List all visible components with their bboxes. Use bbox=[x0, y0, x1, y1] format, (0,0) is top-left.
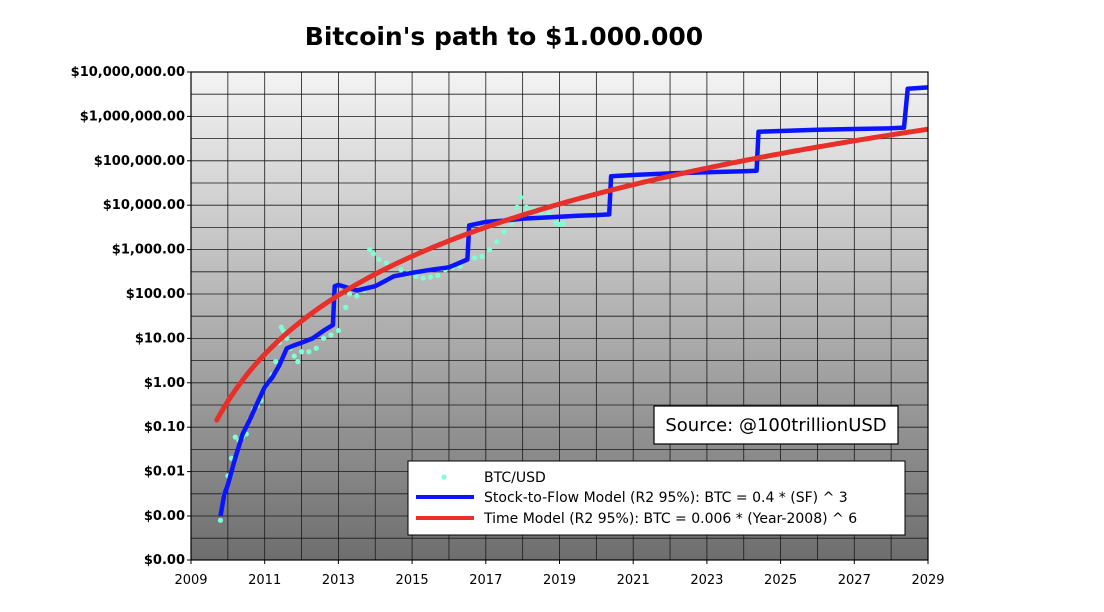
btc-usd-point bbox=[217, 517, 224, 523]
btc-usd-point bbox=[545, 210, 552, 217]
btc-usd-point bbox=[321, 335, 327, 341]
chart-title: Bitcoin's path to $1.000.000 bbox=[305, 22, 703, 51]
btc-usd-point bbox=[501, 229, 507, 235]
btc-usd-point bbox=[413, 273, 419, 279]
y-tick-label: $1,000,000.00 bbox=[80, 109, 185, 124]
y-tick-label: $0.00 bbox=[144, 553, 185, 568]
btc-usd-point bbox=[232, 434, 238, 440]
btc-usd-point bbox=[376, 256, 382, 263]
btc-usd-point bbox=[494, 239, 500, 245]
x-tick-label: 2017 bbox=[469, 573, 502, 588]
btc-usd-point bbox=[523, 204, 529, 210]
source-annotation-text: Source: @100trillionUSD bbox=[665, 415, 886, 436]
y-tick-label: $0.10 bbox=[144, 420, 185, 435]
legend-btc-label: BTC/USD bbox=[484, 470, 546, 486]
x-tick-label: 2011 bbox=[248, 573, 281, 588]
btc-usd-point bbox=[335, 327, 341, 334]
btc-usd-point bbox=[370, 251, 377, 257]
btc-usd-point bbox=[313, 345, 319, 351]
legend-s2f-label: Stock-to-Flow Model (R2 95%): BTC = 0.4 … bbox=[484, 490, 848, 506]
x-tick-label: 2029 bbox=[911, 573, 944, 588]
btc-usd-point bbox=[295, 359, 301, 365]
source-annotation-box bbox=[653, 405, 899, 445]
btc-usd-point bbox=[306, 349, 312, 355]
x-axis-ticks: 2009 2011 2013 2015 2017 2019 2021 2023 2025 2027… bbox=[174, 560, 945, 588]
y-tick-label: $10.00 bbox=[135, 331, 185, 346]
legend-btc-marker bbox=[441, 474, 447, 480]
btc-usd-point bbox=[343, 304, 349, 310]
y-tick-label: $1.00 bbox=[144, 376, 185, 391]
btc-usd-point bbox=[354, 293, 360, 299]
y-tick-label: $100,000.00 bbox=[94, 154, 185, 169]
y-tick-label: $0.01 bbox=[144, 465, 185, 480]
x-tick-label: 2013 bbox=[322, 573, 355, 588]
btc-usd-point bbox=[367, 247, 373, 253]
stock-to-flow-line bbox=[218, 85, 928, 517]
btc-usd-point bbox=[560, 220, 566, 226]
btc-usd-point bbox=[383, 260, 389, 266]
btc-usd-point bbox=[514, 204, 520, 210]
btc-usd-point bbox=[435, 272, 441, 279]
btc-usd-point bbox=[486, 247, 493, 253]
y-tick-label: $100.00 bbox=[126, 287, 185, 302]
legend-time-label: Time Model (R2 95%): BTC = 0.006 * (Year… bbox=[483, 511, 857, 527]
x-tick-label: 2021 bbox=[617, 573, 650, 588]
btc-usd-point bbox=[346, 291, 353, 297]
x-tick-label: 2009 bbox=[174, 573, 207, 588]
btc-usd-point bbox=[291, 353, 297, 359]
y-tick-label: $10,000.00 bbox=[103, 198, 185, 213]
btc-usd-point bbox=[427, 274, 434, 280]
x-tick-label: 2027 bbox=[838, 573, 871, 588]
btc-usd-point bbox=[398, 267, 404, 273]
legend: BTC/USD Stock-to-Flow Model (R2 95%): BT… bbox=[407, 460, 906, 536]
btc-usd-point bbox=[280, 327, 286, 334]
y-axis-ticks: $0.00 $0.00 $0.01 $0.10 $1.00 $10.00 $100.00 $1… bbox=[71, 65, 191, 568]
source-annotation: Source: @100trillionUSD bbox=[653, 405, 899, 445]
btc-usd-point bbox=[518, 194, 524, 200]
btc-usd-point bbox=[328, 332, 334, 338]
time-model-line bbox=[214, 126, 928, 423]
x-tick-label: 2015 bbox=[396, 573, 429, 588]
btc-usd-point bbox=[298, 349, 305, 355]
x-tick-label: 2023 bbox=[690, 573, 723, 588]
y-tick-label: $1,000.00 bbox=[112, 243, 185, 258]
btc-usd-point bbox=[420, 275, 426, 281]
y-tick-label: $0.00 bbox=[144, 509, 185, 524]
btc-usd-point bbox=[472, 255, 478, 261]
y-tick-label: $10,000,000.00 bbox=[71, 65, 185, 80]
legend-box bbox=[407, 460, 906, 536]
x-tick-label: 2019 bbox=[543, 573, 576, 588]
x-tick-label: 2025 bbox=[764, 573, 797, 588]
btc-usd-point bbox=[479, 253, 485, 260]
btc-usd-point bbox=[273, 359, 279, 365]
